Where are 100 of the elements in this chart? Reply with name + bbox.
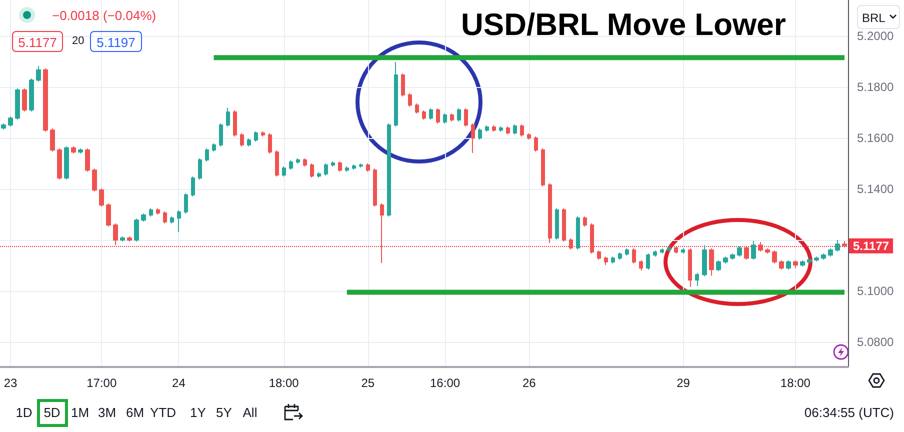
candlestick [681,248,685,254]
candlestick [289,160,293,170]
candlestick [99,188,104,208]
x-tick-label: 16:00 [430,376,460,390]
candlestick [541,148,545,187]
candlestick [191,176,195,197]
candlestick [345,166,349,172]
range-label: All [242,406,258,419]
x-tick-label: 23 [4,376,18,390]
candlestick [64,146,69,180]
candlestick [22,88,27,112]
candlestick [29,78,34,112]
candlestick [226,107,230,127]
candlestick [485,124,489,132]
price-box: 5.1177 [12,31,63,52]
change-text: −0.0018 (−0.04%) [52,9,156,22]
candlestick [562,208,566,242]
candlestick [786,260,791,270]
x-tick-label: 18:00 [268,376,300,390]
candlestick [373,168,377,208]
candlestick [43,68,48,132]
candlestick [254,130,258,142]
candlestick [338,160,342,172]
candlestick [106,203,111,227]
candlestick [205,148,209,162]
x-tick-label: 26 [522,376,536,390]
candlestick [793,260,798,269]
candlestick [527,132,531,140]
candlestick [422,110,426,120]
y-tick-label: 5.1000 [857,284,894,298]
candlestick [261,130,265,137]
y-axis-title: BRL [862,11,886,25]
candlestick [408,92,412,108]
range-label: 5D [42,406,62,419]
candlestick [127,236,132,242]
candlestick [429,108,433,120]
candlestick [212,142,216,152]
candlestick [8,116,13,127]
candlestick [303,158,307,168]
candlestick [492,124,496,132]
candlestick [758,242,763,252]
candlestick [394,61,398,127]
candlestick [457,108,461,122]
range-label: 1Y [189,406,207,419]
candlestick [1,122,6,130]
spread-text: 20 [72,36,84,47]
ref-line-label: 5.1177 [853,238,890,253]
candlestick [814,256,819,262]
candlestick [15,88,20,120]
candlestick [702,244,707,277]
candlestick [310,162,314,178]
x-tick-label: 17:00 [86,376,117,390]
candlestick [555,208,559,240]
candlestick [667,246,671,252]
candlestick [296,158,300,164]
candlestick [730,253,735,260]
unit-dropdown: BRL [857,5,900,29]
candlestick [660,248,664,254]
candlestick [695,272,699,286]
candlestick [744,246,749,260]
candlestick [499,126,503,132]
candlestick [828,248,833,258]
price-box: 5.1197 [90,31,142,52]
candlestick [50,128,55,152]
x-tick-label: 29 [676,376,690,390]
candlestick [604,256,608,266]
candlestick [464,108,468,127]
range-label: YTD [149,406,177,419]
candlestick [618,252,622,260]
range-label: 3M [96,406,118,419]
candlestick [436,108,440,124]
candlestick [450,112,454,122]
candlestick [583,216,587,227]
candlestick [639,260,643,272]
range-label: 6M [124,406,146,419]
candlestick [646,253,650,270]
candlestick [36,66,41,82]
candlestick [597,250,601,260]
y-tick-label: 5.0800 [857,335,894,350]
y-tick-label: 5.1600 [857,130,894,145]
candlestick [352,164,356,170]
candlestick [401,72,405,97]
x-tick-label: 24 [172,376,186,390]
x-tick-label: 25 [361,376,375,390]
candlestick [219,122,223,147]
y-tick-label: 5.1800 [857,80,894,94]
clock-label: 06:34:55 (UTC) [804,406,894,419]
candlestick [233,110,237,137]
candlestick [71,146,76,154]
candlestick [324,162,328,176]
candlestick [443,112,447,124]
candlestick [723,256,728,264]
candlestick [275,150,279,177]
candlestick [134,218,139,242]
candlestick [57,148,62,180]
candlestick [113,222,118,246]
candlestick [513,124,517,135]
candlestick [632,248,636,264]
x-tick-label: 18:00 [780,376,811,390]
candlestick [779,260,784,270]
